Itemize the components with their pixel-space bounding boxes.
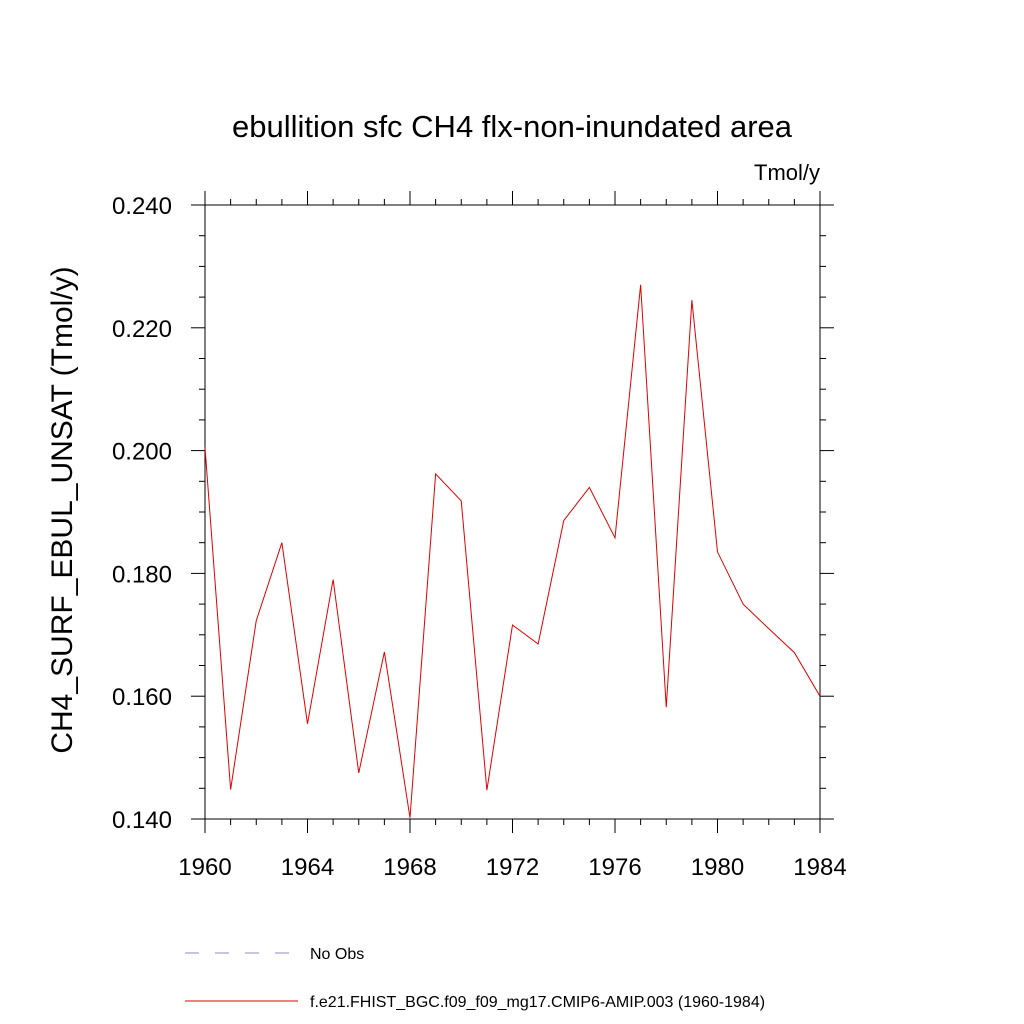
legend-label-no-obs: No Obs: [310, 946, 364, 963]
y-tick-label: 0.160: [112, 684, 172, 711]
legend: No Obs f.e21.FHIST_BGC.f09_f09_mg17.CMIP…: [185, 946, 765, 1011]
units-label: Tmol/y: [754, 160, 820, 185]
y-tick-label: 0.140: [112, 807, 172, 834]
x-tick-label: 1964: [281, 854, 334, 881]
x-tick-label: 1980: [691, 854, 744, 881]
y-tick-labels: 0.140 0.160 0.180 0.200 0.220 0.240: [112, 193, 172, 834]
x-tick-labels: 1960 1964 1968 1972 1976 1980 1984: [178, 854, 846, 881]
x-tick-label: 1976: [588, 854, 641, 881]
x-tick-label: 1960: [178, 854, 231, 881]
chart-title: ebullition sfc CH4 flx-non-inundated are…: [232, 109, 793, 144]
y-tick-label: 0.240: [112, 193, 172, 220]
y-tick-label: 0.220: [112, 316, 172, 343]
series-line: [204, 284, 821, 818]
plot-frame: [204, 204, 821, 820]
y-tick-label: 0.180: [112, 561, 172, 588]
x-tick-label: 1968: [383, 854, 436, 881]
axis-ticks: [191, 191, 834, 833]
y-tick-label: 0.200: [112, 439, 172, 466]
x-tick-label: 1984: [793, 854, 846, 881]
series-layer: [204, 284, 821, 818]
legend-label-model-run: f.e21.FHIST_BGC.f09_f09_mg17.CMIP6-AMIP.…: [310, 994, 765, 1011]
y-axis-label: CH4_SURF_EBUL_UNSAT (Tmol/y): [46, 266, 79, 753]
x-tick-label: 1972: [486, 854, 539, 881]
